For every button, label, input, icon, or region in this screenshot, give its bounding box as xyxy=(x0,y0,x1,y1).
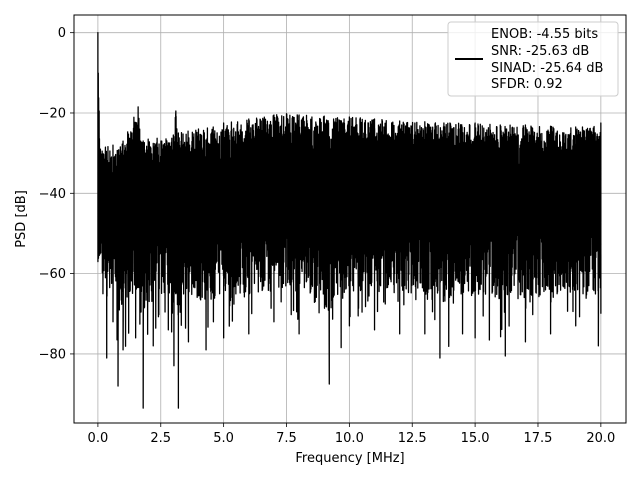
x-axis-label: Frequency [MHz] xyxy=(295,451,404,466)
y-tick-label: −20 xyxy=(39,106,66,121)
y-axis-label: PSD [dB] xyxy=(14,190,29,248)
x-tick-label: 10.0 xyxy=(335,431,364,446)
y-tick-label: 0 xyxy=(58,26,66,41)
psd-line xyxy=(97,32,602,409)
x-tick-label: 7.5 xyxy=(276,431,297,446)
x-axis-ticks: 0.0 2.5 5.0 7.5 10.0 12.5 15.0 17.5 20.0 xyxy=(88,423,615,446)
legend-entry-enob: ENOB: -4.55 bits xyxy=(491,27,598,42)
y-axis-ticks: 0 −20 −40 −60 −80 xyxy=(39,26,74,362)
psd-signal xyxy=(97,32,602,409)
x-tick-label: 5.0 xyxy=(213,431,234,446)
x-tick-label: 0.0 xyxy=(88,431,109,446)
x-tick-label: 15.0 xyxy=(461,431,490,446)
legend-box xyxy=(447,21,619,97)
x-tick-label: 20.0 xyxy=(586,431,615,446)
plot-area xyxy=(97,32,602,409)
legend: ENOB: -4.55 bits SNR: -25.63 dB SINAD: -… xyxy=(447,21,619,97)
legend-entry-snr: SNR: -25.63 dB xyxy=(491,44,589,59)
x-tick-label: 2.5 xyxy=(150,431,171,446)
plot-frame xyxy=(73,14,627,424)
x-tick-label: 17.5 xyxy=(524,431,553,446)
y-tick-label: −60 xyxy=(39,267,66,282)
legend-entry-sfdr: SFDR: 0.92 xyxy=(491,77,563,92)
x-tick-label: 12.5 xyxy=(398,431,427,446)
y-tick-label: −80 xyxy=(39,347,66,362)
y-tick-label: −40 xyxy=(39,187,66,202)
legend-entry-sinad: SINAD: -25.64 dB xyxy=(491,61,603,76)
